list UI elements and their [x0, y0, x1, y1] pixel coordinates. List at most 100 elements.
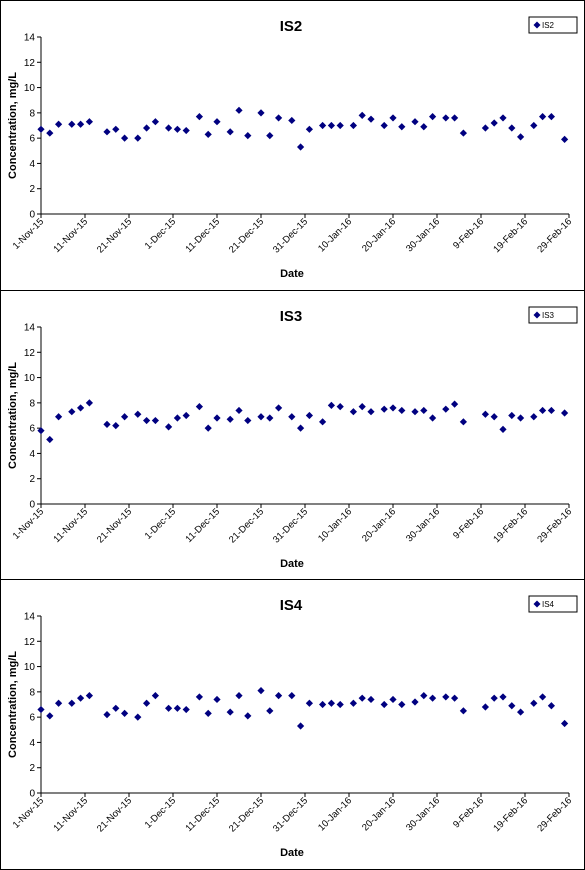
- legend: IS3: [528, 306, 578, 324]
- data-point: [182, 411, 190, 420]
- data-point: [85, 118, 93, 126]
- data-point: [530, 413, 538, 421]
- data-point: [561, 719, 569, 728]
- y-tick-label: 12: [24, 637, 36, 648]
- data-point: [275, 692, 283, 700]
- data-point: [539, 693, 547, 701]
- legend-box: [528, 595, 578, 613]
- chart-svg-is2: IS2 IS2 0 2 4 6 8 10 12 14 1-Nov-15 11-Nov-15 21-Nov…: [7, 16, 578, 280]
- x-tick-label: 1-Nov-15: [11, 795, 46, 830]
- data-point: [266, 132, 274, 140]
- x-tick-label: 11-Nov-15: [51, 506, 90, 545]
- data-point: [508, 411, 516, 420]
- x-tick-label: 21-Nov-15: [95, 216, 134, 255]
- x-tick-label: 30-Jan-16: [404, 506, 442, 544]
- data-point: [226, 415, 234, 423]
- data-point: [275, 114, 283, 122]
- data-point: [411, 118, 419, 126]
- data-point: [561, 409, 569, 417]
- data-point: [442, 405, 450, 413]
- legend: IS4: [528, 595, 578, 613]
- data-point: [389, 695, 397, 704]
- legend-box: [528, 16, 578, 34]
- data-point: [112, 704, 120, 712]
- data-point: [547, 406, 555, 415]
- y-tick-label: 14: [24, 323, 36, 334]
- data-point: [349, 121, 357, 130]
- data-point: [244, 712, 252, 720]
- data-point: [46, 435, 54, 444]
- data-point: [165, 704, 173, 712]
- y-tick-label: 6: [29, 424, 35, 435]
- x-tick-label: 21-Nov-15: [95, 795, 134, 834]
- x-tick-label: 1-Dec-15: [143, 216, 178, 251]
- data-point: [319, 418, 327, 426]
- data-point: [398, 406, 406, 415]
- data-point: [134, 713, 142, 721]
- data-point: [429, 414, 437, 422]
- x-tick-label: 9-Feb-16: [451, 506, 486, 541]
- series-is2: [37, 106, 569, 151]
- data-point: [195, 403, 203, 411]
- data-point: [151, 118, 159, 126]
- data-point: [112, 422, 120, 430]
- x-tick-label: 31-Dec-15: [271, 506, 310, 545]
- y-tick-label: 2: [29, 474, 35, 485]
- data-point: [420, 692, 428, 700]
- data-point: [297, 722, 305, 730]
- data-point: [297, 143, 305, 151]
- x-axis-title: Date: [280, 268, 304, 280]
- data-point: [151, 692, 159, 700]
- data-point: [442, 114, 450, 122]
- data-point: [195, 693, 203, 701]
- y-tick-label: 0: [29, 789, 35, 800]
- data-point: [358, 694, 366, 702]
- data-point: [257, 109, 265, 117]
- x-tick-label: 19-Feb-16: [491, 795, 530, 834]
- data-point: [204, 130, 212, 138]
- data-point: [442, 693, 450, 701]
- data-point: [134, 134, 142, 142]
- data-point: [266, 414, 274, 422]
- data-point: [547, 113, 555, 121]
- data-point: [55, 413, 63, 421]
- data-point: [380, 121, 388, 130]
- data-point: [451, 400, 459, 408]
- data-point: [499, 693, 507, 701]
- data-point: [103, 420, 111, 428]
- chart-panel-is3: IS3 IS3 0 2 4 6 8 10 12 14 1-Nov-15 11-Nov-15 21-Nov…: [0, 290, 585, 580]
- data-point: [490, 694, 498, 702]
- data-point: [319, 700, 327, 709]
- data-point: [508, 124, 516, 132]
- y-tick-label: 4: [29, 159, 35, 170]
- data-point: [481, 703, 489, 711]
- legend-marker: [533, 21, 541, 29]
- data-point: [336, 121, 344, 130]
- x-axis-title: Date: [280, 847, 304, 859]
- y-tick-label: 2: [29, 763, 35, 774]
- x-tick-label: 31-Dec-15: [271, 795, 310, 834]
- data-point: [530, 121, 538, 130]
- data-point: [499, 114, 507, 122]
- data-point: [112, 125, 120, 133]
- x-tick-label: 11-Dec-15: [183, 506, 222, 545]
- data-point: [151, 416, 159, 425]
- data-point: [244, 132, 252, 140]
- data-point: [103, 711, 111, 719]
- data-point: [77, 404, 85, 412]
- data-point: [173, 414, 181, 422]
- data-point: [204, 424, 212, 432]
- data-point: [389, 404, 397, 412]
- data-point: [420, 123, 428, 131]
- y-tick-label: 12: [24, 348, 36, 359]
- x-tick-label: 19-Feb-16: [491, 216, 530, 255]
- data-point: [55, 699, 63, 707]
- x-tick-label: 31-Dec-15: [271, 216, 310, 255]
- data-point: [490, 119, 498, 127]
- x-tick-label: 10-Jan-16: [316, 795, 354, 833]
- data-point: [349, 699, 357, 707]
- x-tick-label: 11-Nov-15: [51, 216, 90, 255]
- data-point: [204, 709, 212, 717]
- data-point: [288, 413, 296, 421]
